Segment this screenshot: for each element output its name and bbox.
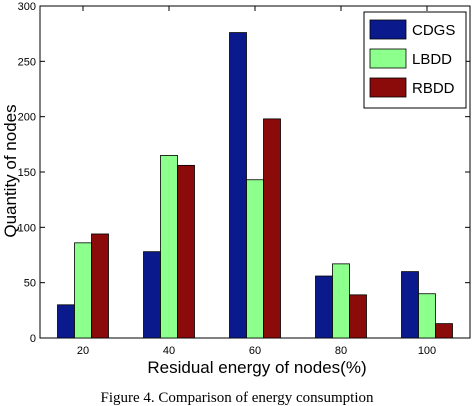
y-axis-title: Quantity of nodes [1,104,20,237]
bar-rbdd-40 [177,164,195,339]
legend-swatch-rbdd [369,77,407,98]
bar-rbdd-100 [435,323,453,339]
bar-cdgs-100 [401,271,419,339]
x-axis-title: Residual energy of nodes(%) [147,358,366,377]
y-tick-label: 50 [24,278,36,290]
y-tick-label: 150 [18,167,36,179]
x-tick-label: 100 [418,345,436,357]
bar-cdgs-20 [57,304,75,339]
legend-label-rbdd: RBDD [412,80,455,97]
bar-cdgs-60 [229,32,247,339]
legend: CDGS LBDD RBDD [363,11,467,109]
x-tick-label: 60 [249,345,261,357]
x-tick-label: 80 [335,345,347,357]
bar-lbdd-80 [332,263,350,339]
x-axis: 20 40 60 80 100 [77,6,436,357]
bar-cdgs-40 [143,251,161,339]
figure-caption: Figure 4. Comparison of energy consumpti… [100,390,374,406]
y-tick-label: 300 [18,1,36,13]
y-tick-label: 250 [18,56,36,68]
bar-lbdd-60 [246,179,264,339]
x-tick-label: 20 [77,345,89,357]
legend-swatch-lbdd [369,48,407,69]
legend-swatch-cdgs [369,19,407,40]
bar-rbdd-60 [263,118,281,339]
y-tick-label: 0 [30,333,36,345]
bar-lbdd-100 [418,293,436,339]
legend-label-lbdd: LBDD [412,51,452,68]
x-tick-label: 40 [163,345,175,357]
bar-rbdd-80 [349,294,367,339]
bar-lbdd-20 [74,242,92,339]
bars [57,32,453,339]
bar-rbdd-20 [91,233,109,339]
y-tick-label: 200 [18,112,36,124]
bar-lbdd-40 [160,154,178,339]
y-axis: 0 50 100 150 200 250 300 [18,1,470,345]
bar-cdgs-80 [315,275,333,339]
y-tick-label: 100 [18,222,36,234]
legend-label-cdgs: CDGS [412,22,455,39]
